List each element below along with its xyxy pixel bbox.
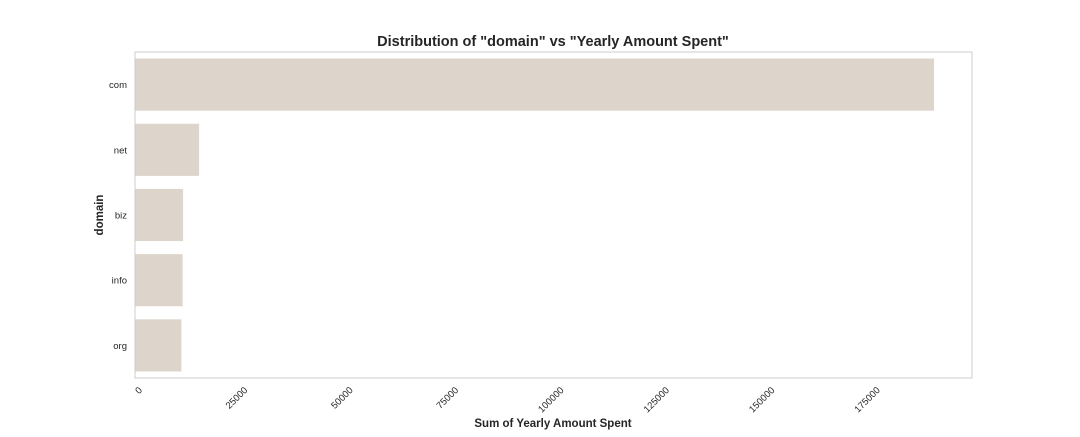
- y-tick-label: com: [109, 80, 127, 91]
- y-tick-label: biz: [115, 211, 127, 222]
- y-axis-label: domain: [94, 195, 106, 236]
- chart-title: Distribution of "domain" vs "Yearly Amou…: [377, 34, 729, 50]
- x-tick-label: 125000: [642, 385, 672, 415]
- bar-com: [135, 58, 935, 111]
- y-tick-labels: com net biz info org: [109, 80, 127, 352]
- y-tick-label: info: [112, 276, 127, 287]
- x-tick-label: 25000: [224, 385, 250, 411]
- y-tick-label: net: [114, 145, 128, 156]
- bar-info: [135, 254, 183, 307]
- plot-frame: [134, 51, 973, 379]
- x-tick-label: 175000: [853, 385, 883, 415]
- x-tick-label: 75000: [435, 385, 461, 411]
- x-tick-label: 0: [133, 385, 145, 397]
- x-tick-label: 50000: [329, 385, 355, 411]
- bars-group: [135, 58, 935, 372]
- bar-org: [135, 319, 182, 372]
- x-axis-label: Sum of Yearly Amount Spent: [474, 418, 631, 430]
- bar-net: [135, 123, 200, 176]
- x-tick-label: 100000: [536, 385, 566, 415]
- bar-biz: [135, 188, 184, 242]
- x-tick-labels: 0 25000 50000 75000 100000 125000 150000 175000: [133, 385, 882, 415]
- x-tick-label: 150000: [747, 385, 777, 415]
- y-tick-label: org: [113, 341, 127, 352]
